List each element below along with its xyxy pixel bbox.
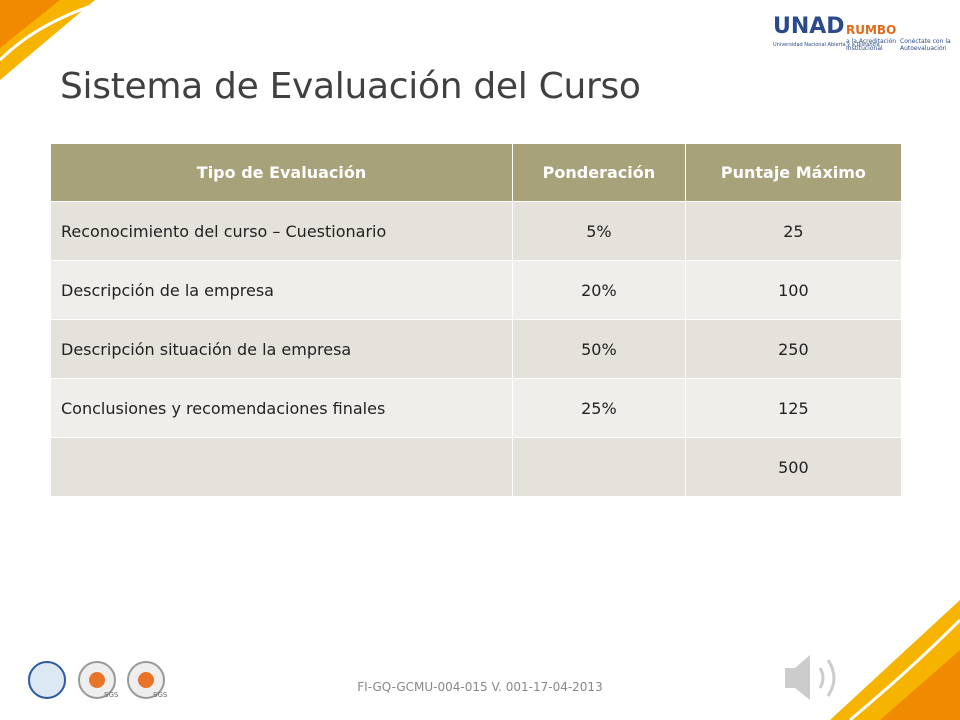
speaker-waves[interactable] (818, 659, 836, 697)
table-row: 500 (49, 437, 903, 497)
table-row: Conclusiones y recomendaciones finales 25… (49, 378, 903, 438)
empty-cell (49, 437, 514, 497)
table-cell: 20% (512, 260, 686, 320)
corner-swoosh (880, 650, 960, 720)
logo-rumbo-tagline: Autoevaluación (900, 45, 947, 52)
table-row: Descripción situación de la empresa 50% 25… (49, 319, 903, 379)
logo-rumbo-tagline: Conéctate con la (900, 38, 951, 45)
table-cell: Descripción de la empresa (49, 260, 514, 320)
table-cell: Descripción situación de la empresa (49, 319, 514, 379)
table-cell: 500 (684, 437, 903, 497)
badge-label: SGS (104, 691, 119, 699)
corner-line (849, 618, 960, 720)
badge-icon (138, 672, 154, 688)
seal-logo (28, 661, 66, 699)
table-cell: 125 (684, 378, 903, 438)
corner-line (0, 0, 111, 62)
table-body: Reconocimiento del curso – Cuestionario 5… (49, 201, 903, 497)
badge-icon (89, 672, 105, 688)
table-cell: 5% (512, 201, 686, 261)
table-row: Reconocimiento del curso – Cuestionario 5… (49, 201, 903, 261)
footer-code: FI-GQ-GCMU-004-015 V. 001-17-04-2013 (357, 680, 603, 694)
logo-unad: UNAD (773, 14, 845, 39)
speaker-icon[interactable] (785, 655, 836, 700)
slide-title: Sistema de Evaluación del Curso (60, 66, 641, 107)
table-cell: Reconocimiento del curso – Cuestionario (49, 201, 514, 261)
logo-rumbo-text: a la Acreditación (846, 38, 896, 45)
table-cell: 25% (512, 378, 686, 438)
table-row: Descripción de la empresa 20% 100 (49, 260, 903, 320)
logo-rumbo-text: Institucional (846, 45, 883, 52)
column-header: Tipo de Evaluación (49, 143, 514, 202)
badge-label: SGS (153, 691, 168, 699)
table-cell: Conclusiones y recomendaciones finales (49, 378, 514, 438)
logo-unad-subtitle: Universidad Nacional Abierta y a Distanc… (773, 42, 880, 48)
column-header: Ponderación (512, 143, 686, 202)
corner-swoosh (0, 0, 60, 48)
evaluation-table: Tipo de Evaluación Ponderación Puntaje Máx… (49, 143, 903, 497)
logo-rumbo: RUMBO (846, 23, 896, 37)
column-header: Puntaje Máximo (684, 143, 903, 202)
empty-cell (512, 437, 686, 497)
speaker-body[interactable] (785, 655, 810, 700)
table-cell: 25 (684, 201, 903, 261)
table-cell: 250 (684, 319, 903, 379)
table-cell: 50% (512, 319, 686, 379)
table-header: Tipo de Evaluación Ponderación Puntaje Máx… (49, 143, 903, 202)
table-cell: 100 (684, 260, 903, 320)
